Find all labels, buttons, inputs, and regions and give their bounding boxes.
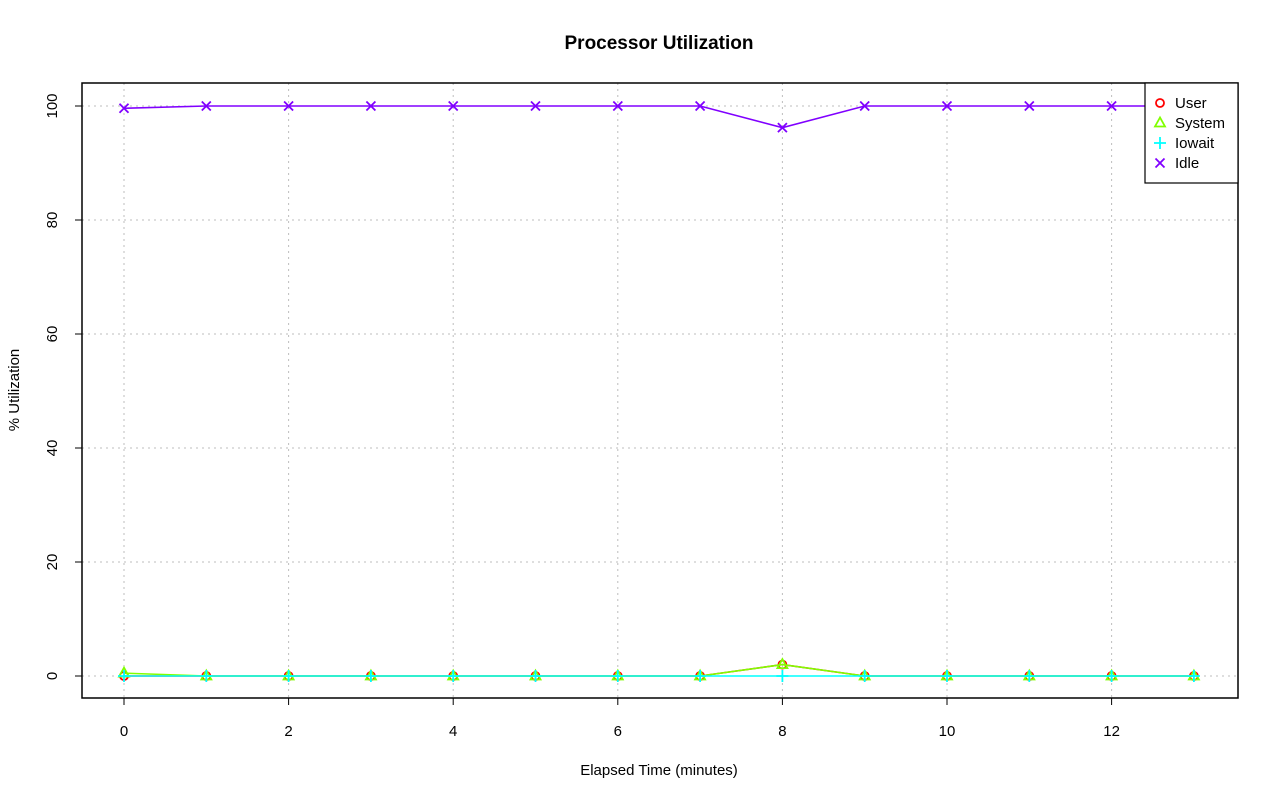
series-idle xyxy=(118,100,1200,133)
x-tick-label: 12 xyxy=(1103,723,1120,740)
data-point-iowait xyxy=(282,670,295,682)
data-point-iowait xyxy=(529,670,542,682)
x-tick-label: 8 xyxy=(778,723,786,740)
series-iowait xyxy=(118,670,1200,682)
data-point-idle xyxy=(694,100,706,112)
legend: User System Iowait Idle xyxy=(1144,82,1239,184)
y-tick-label: 80 xyxy=(44,212,61,229)
series-line-idle xyxy=(123,105,1194,129)
data-point-iowait xyxy=(200,670,213,682)
x-axis-title: Elapsed Time (minutes) xyxy=(580,762,738,779)
data-point-iowait xyxy=(1105,670,1118,682)
chart-title: Processor Utilization xyxy=(565,33,754,54)
plot-frame xyxy=(81,82,1239,699)
series-layer xyxy=(117,100,1201,682)
x-tick-label: 4 xyxy=(449,723,457,740)
data-point-idle xyxy=(941,100,953,112)
legend-label-user: User xyxy=(1175,95,1207,112)
y-tick-label: 60 xyxy=(44,326,61,343)
data-point-idle xyxy=(612,100,623,112)
data-point-idle xyxy=(201,100,212,112)
y-tick-label: 100 xyxy=(44,93,61,118)
legend-marker-idle xyxy=(1154,157,1166,169)
data-point-iowait xyxy=(776,670,789,682)
legend-label-iowait: Iowait xyxy=(1175,135,1215,152)
data-point-idle xyxy=(118,103,130,114)
data-point-iowait xyxy=(858,670,871,682)
x-tick-label: 10 xyxy=(939,723,956,740)
data-point-iowait xyxy=(611,670,624,682)
x-tick-label: 2 xyxy=(284,723,292,740)
data-point-idle xyxy=(777,122,788,133)
data-point-idle xyxy=(1024,100,1035,112)
legend-marker-user xyxy=(1155,98,1165,108)
y-tick-label: 40 xyxy=(44,440,61,457)
x-tick-label: 6 xyxy=(614,723,622,740)
data-point-idle xyxy=(530,100,541,112)
y-axis-title: % Utilization xyxy=(6,349,23,432)
y-tick-label: 20 xyxy=(44,554,61,571)
data-point-iowait xyxy=(941,670,953,682)
legend-label-idle: Idle xyxy=(1175,155,1199,172)
data-point-system xyxy=(775,657,789,669)
legend-marker-system xyxy=(1153,115,1167,128)
series-user xyxy=(119,659,1199,681)
y-tick-label: 0 xyxy=(44,672,61,680)
data-point-iowait xyxy=(364,670,377,682)
legend-label-system: System xyxy=(1175,115,1225,132)
axes: 0 2 4 6 8 10 12 0 20 40 60 80 100 xyxy=(44,93,1120,740)
data-point-iowait xyxy=(447,670,460,682)
grid xyxy=(82,83,1238,698)
legend-marker-iowait xyxy=(1154,137,1166,149)
data-point-idle xyxy=(1106,100,1117,112)
data-point-iowait xyxy=(1187,670,1200,682)
data-point-idle xyxy=(448,100,459,112)
data-point-iowait xyxy=(118,670,130,682)
data-point-iowait xyxy=(694,670,707,682)
x-tick-label: 0 xyxy=(120,723,128,740)
data-point-iowait xyxy=(1023,670,1036,682)
data-point-idle xyxy=(859,100,870,112)
data-point-idle xyxy=(365,100,377,112)
data-point-idle xyxy=(283,100,294,112)
